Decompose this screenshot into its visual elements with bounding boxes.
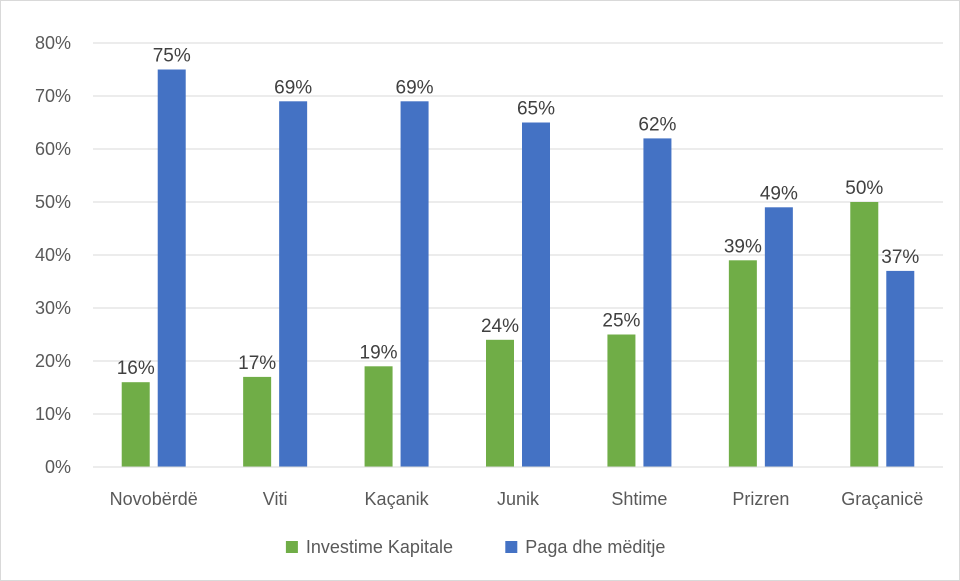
- data-label: 17%: [238, 353, 276, 374]
- bar: [607, 334, 636, 467]
- data-label: 62%: [638, 114, 676, 135]
- bar: [886, 270, 915, 467]
- bar: [121, 382, 150, 467]
- data-label: 69%: [396, 77, 434, 98]
- bar: [400, 101, 429, 468]
- x-tick-label: Kaçanik: [365, 489, 430, 509]
- legend-label: Investime Kapitale: [306, 537, 453, 557]
- y-tick-label: 30%: [35, 298, 71, 318]
- data-label: 19%: [360, 342, 398, 363]
- legend-swatch: [285, 541, 298, 553]
- x-tick-label: Junik: [497, 489, 540, 509]
- x-tick-label: Graçanicë: [841, 489, 923, 509]
- bar: [243, 376, 272, 467]
- y-tick-label: 40%: [35, 245, 71, 265]
- data-label: 39%: [724, 236, 762, 257]
- data-label: 65%: [517, 99, 555, 120]
- data-label: 75%: [153, 46, 191, 67]
- x-tick-label: Viti: [263, 489, 288, 509]
- y-tick-label: 80%: [35, 33, 71, 53]
- data-label: 16%: [117, 358, 155, 379]
- data-label: 49%: [760, 183, 798, 204]
- bar: [728, 260, 757, 467]
- x-tick-label: Prizren: [732, 489, 789, 509]
- data-label: 24%: [481, 316, 519, 337]
- bar: [764, 207, 793, 468]
- bar: [157, 69, 186, 467]
- data-label: 69%: [274, 77, 312, 98]
- bar: [486, 339, 514, 467]
- bar: [850, 202, 879, 467]
- bar: [279, 101, 308, 468]
- data-label: 50%: [845, 178, 883, 199]
- y-tick-label: 50%: [35, 192, 71, 212]
- legend-swatch: [505, 541, 518, 553]
- y-tick-label: 70%: [35, 86, 71, 106]
- bar: [643, 138, 672, 467]
- bar: [364, 366, 393, 467]
- x-tick-label: Novobërdë: [110, 489, 198, 509]
- y-tick-label: 10%: [35, 404, 71, 424]
- bar: [522, 122, 550, 467]
- data-label: 25%: [602, 311, 640, 332]
- x-tick-label: Shtime: [611, 489, 667, 509]
- data-label: 37%: [881, 247, 919, 268]
- legend-label: Paga dhe mëditje: [525, 537, 665, 557]
- y-tick-label: 60%: [35, 139, 71, 159]
- y-tick-label: 20%: [35, 351, 71, 371]
- y-tick-label: 0%: [45, 457, 71, 477]
